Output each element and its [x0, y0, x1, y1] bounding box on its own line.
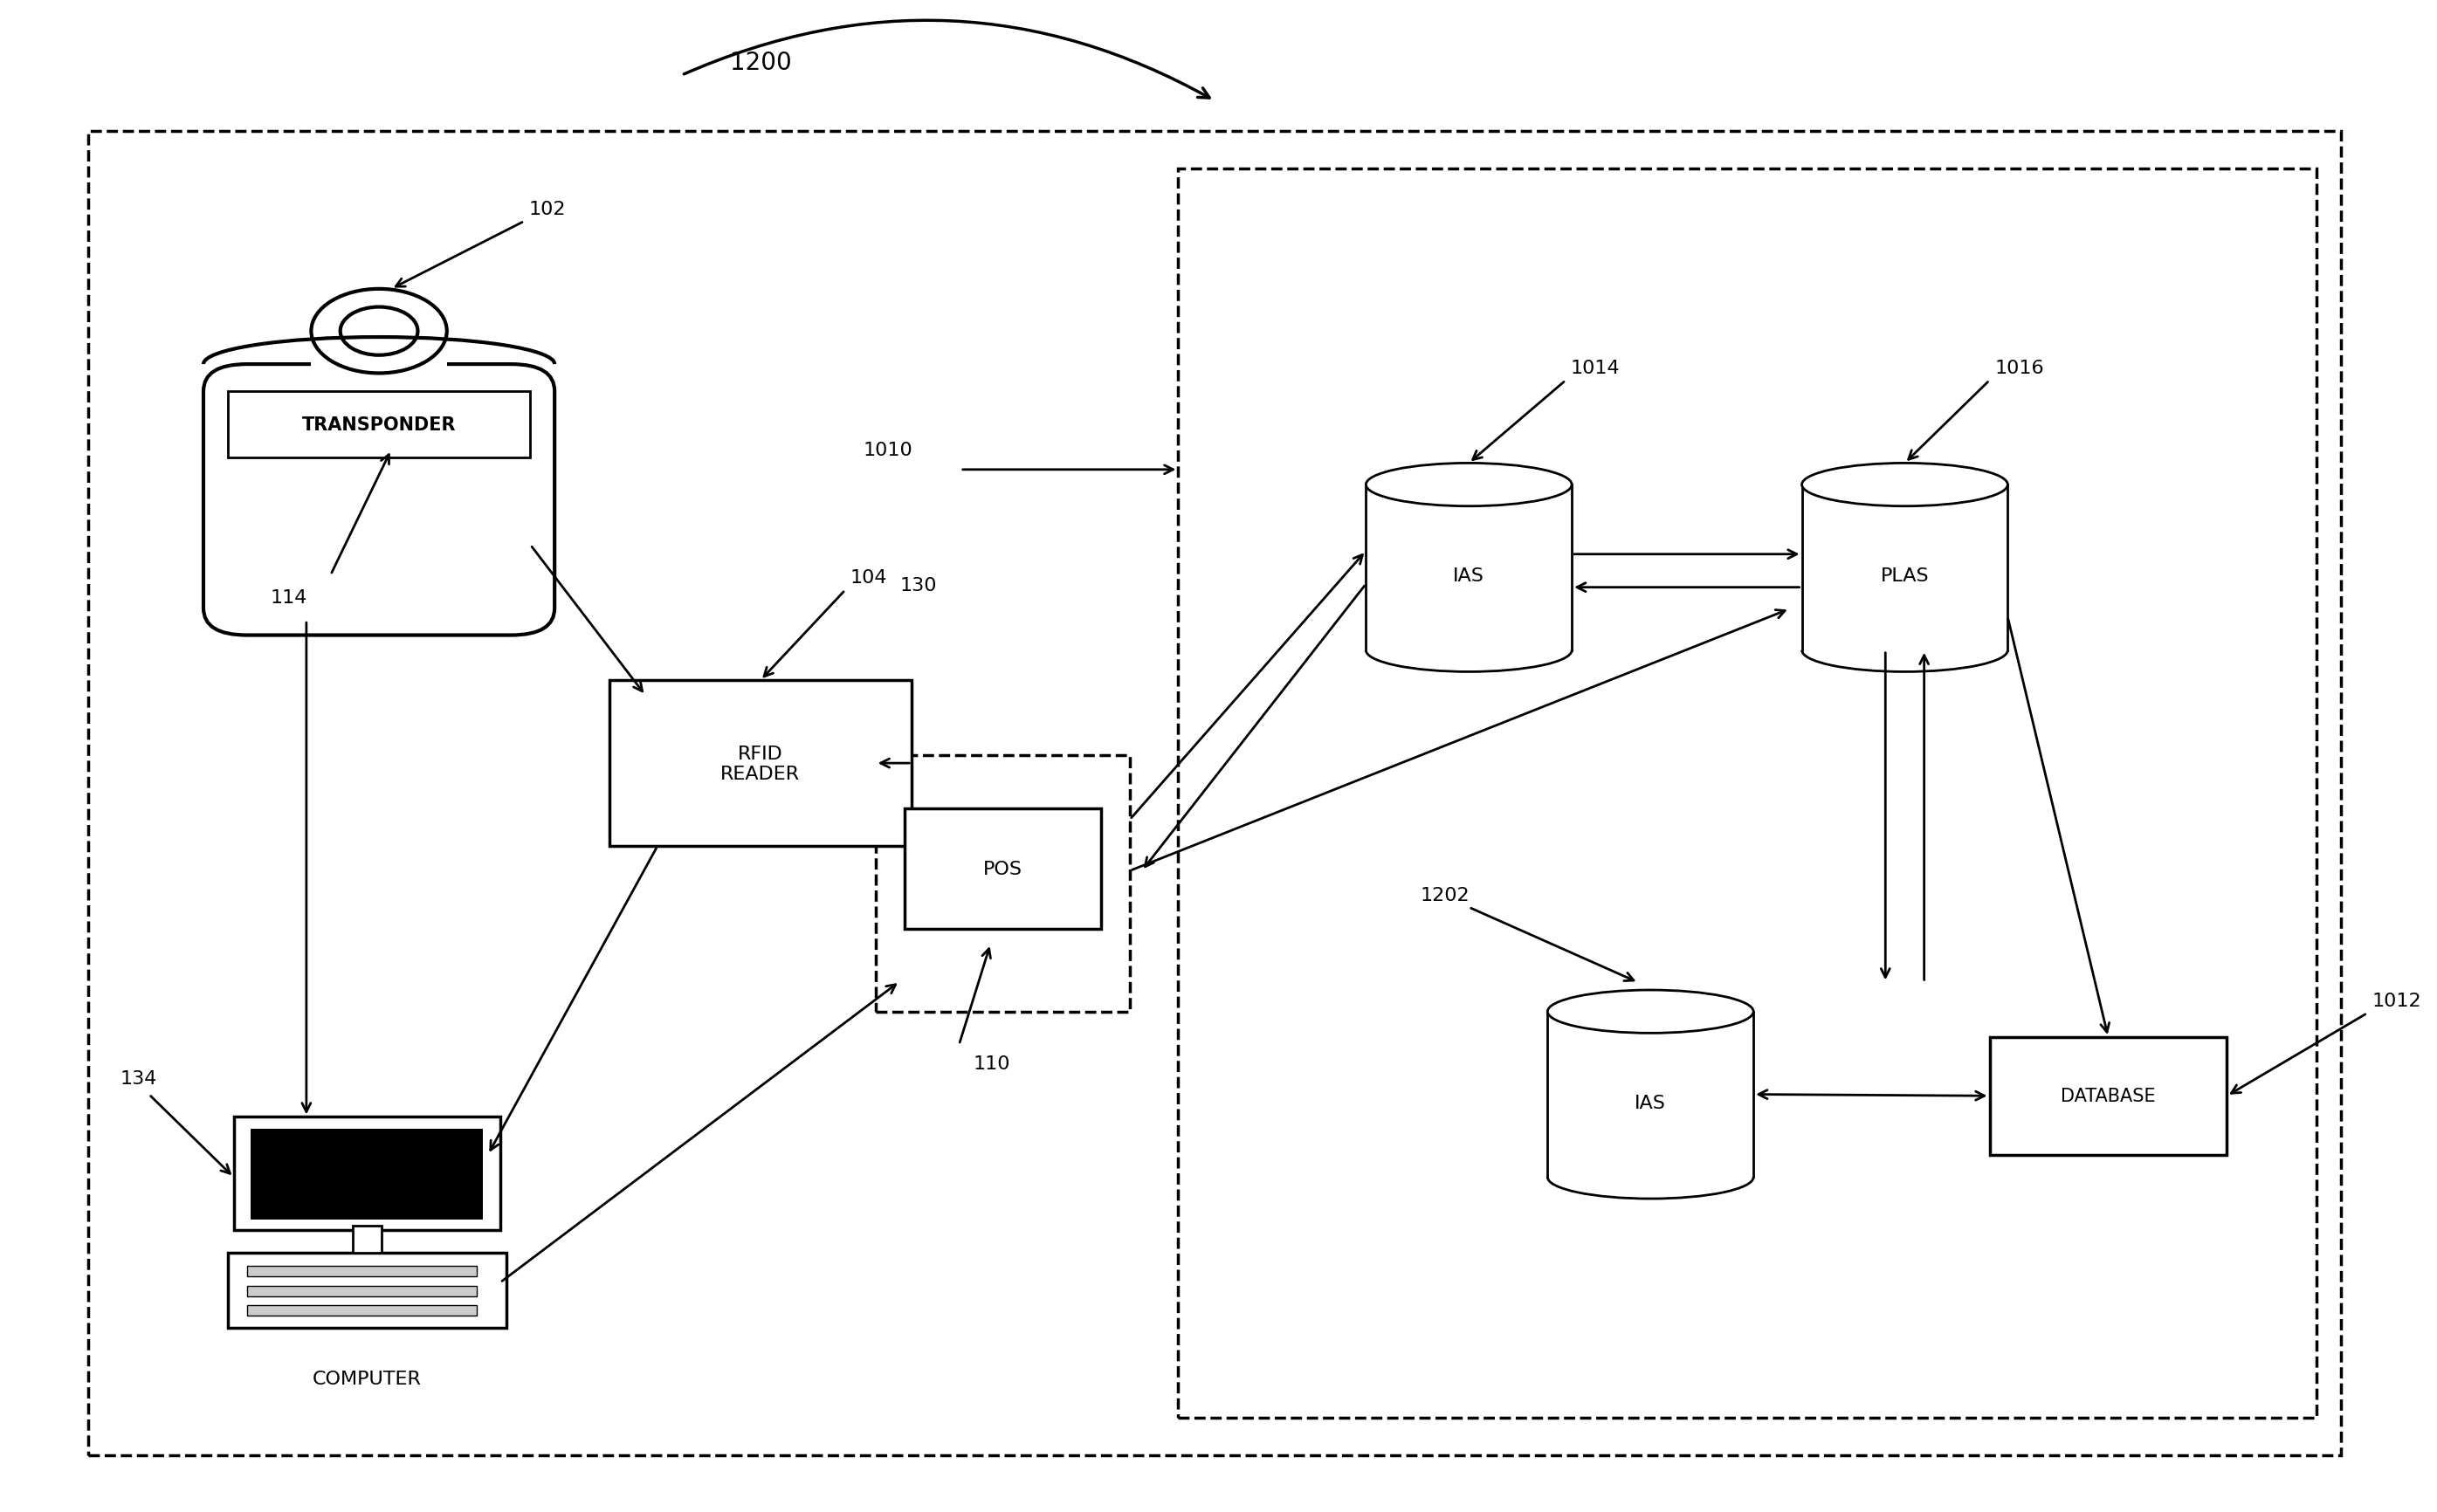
Text: RFID
READER: RFID READER — [721, 745, 799, 782]
Text: 1014: 1014 — [1569, 360, 1621, 376]
Bar — [246, 1305, 478, 1315]
Bar — [234, 1117, 500, 1229]
Text: 134: 134 — [119, 1070, 156, 1087]
Bar — [1365, 485, 1572, 650]
Bar — [904, 809, 1102, 928]
Bar — [251, 1129, 483, 1220]
Ellipse shape — [1365, 464, 1572, 507]
Bar — [88, 132, 2340, 1456]
Text: 1202: 1202 — [1421, 886, 1470, 904]
Text: COMPUTER: COMPUTER — [312, 1370, 422, 1388]
Bar — [353, 1225, 383, 1252]
Ellipse shape — [1801, 464, 2008, 507]
Text: 114: 114 — [271, 588, 307, 606]
Bar — [609, 680, 911, 847]
Bar — [227, 1252, 507, 1328]
Bar — [227, 392, 531, 458]
Text: IAS: IAS — [1452, 567, 1484, 585]
Circle shape — [312, 289, 446, 373]
Ellipse shape — [1547, 990, 1752, 1033]
Text: 1010: 1010 — [863, 442, 914, 458]
Bar — [312, 324, 446, 372]
Text: TRANSPONDER: TRANSPONDER — [302, 416, 456, 434]
Text: 110: 110 — [975, 1055, 1011, 1072]
Text: DATABASE: DATABASE — [2062, 1087, 2157, 1105]
FancyBboxPatch shape — [202, 364, 556, 635]
Text: 1012: 1012 — [2371, 992, 2422, 1010]
Bar — [1547, 1012, 1752, 1178]
Text: POS: POS — [982, 860, 1021, 877]
Text: 104: 104 — [851, 569, 887, 587]
Bar — [246, 1266, 478, 1276]
Bar — [875, 756, 1131, 1012]
Bar — [1801, 485, 2008, 650]
Text: IAS: IAS — [1635, 1095, 1667, 1111]
Text: 130: 130 — [899, 576, 936, 594]
Text: 1016: 1016 — [1993, 360, 2045, 376]
Text: 1200: 1200 — [731, 50, 792, 76]
Bar — [246, 1285, 478, 1296]
Bar — [1177, 169, 2318, 1418]
Bar — [1989, 1037, 2227, 1155]
Circle shape — [341, 307, 417, 355]
Text: 102: 102 — [529, 200, 565, 218]
Text: PLAS: PLAS — [1881, 567, 1930, 585]
